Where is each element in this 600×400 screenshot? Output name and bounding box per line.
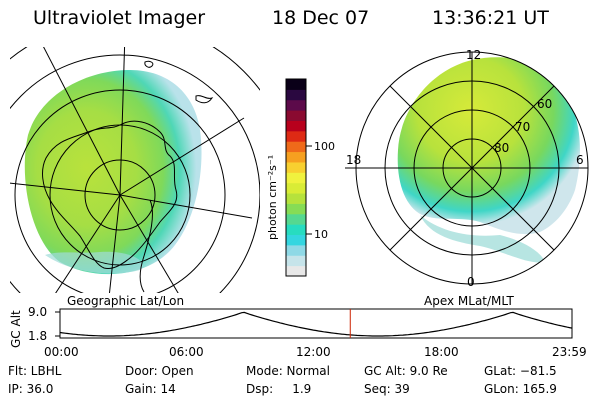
- info-gain: Gain: 14: [125, 382, 176, 396]
- altitude-plot: [55, 308, 573, 339]
- info-glon: GLon: 165.9: [484, 382, 557, 396]
- colorbar-band: [286, 120, 306, 132]
- colorbar-band: [286, 99, 306, 111]
- colorbar-band: [286, 255, 306, 267]
- colorbar-tick-10: 10: [314, 228, 328, 241]
- mlt-label-18: 18: [346, 153, 361, 167]
- apex-map: [345, 51, 589, 285]
- mlat-label-60: 60: [537, 97, 552, 111]
- altitude-curve: [59, 311, 573, 337]
- mlt-label-0: 0: [467, 275, 475, 289]
- aurora-emission-left: [24, 70, 202, 275]
- colorbar-band: [286, 161, 306, 173]
- aurora-emission-right: [397, 57, 580, 235]
- colorbar-band: [286, 203, 306, 215]
- info-door: Door: Open: [125, 364, 194, 378]
- alt-ylabel: GC Alt: [9, 310, 23, 348]
- alt-xtick-1200: 12:00: [296, 345, 331, 359]
- info-flt: Flt: LBHL: [8, 364, 62, 378]
- colorbar: [286, 79, 306, 277]
- colorbar-band: [286, 89, 306, 101]
- alt-xtick-1800: 18:00: [424, 345, 459, 359]
- info-mode: Mode: Normal: [246, 364, 330, 378]
- mlt-label-12: 12: [466, 48, 481, 62]
- alt-ytick-9: 9.0: [28, 305, 47, 319]
- left-panel-label: Geographic Lat/Lon: [67, 294, 184, 308]
- colorbar-band: [286, 182, 306, 194]
- colorbar-band: [286, 151, 306, 163]
- mlat-label-70: 70: [515, 120, 530, 134]
- colorbar-band: [286, 213, 306, 225]
- colorbar-band: [286, 234, 306, 246]
- alt-ytick-1.8: 1.8: [28, 329, 47, 343]
- colorbar-band: [286, 79, 306, 90]
- colorbar-tick-100: 100: [314, 140, 335, 153]
- colorbar-unit-label: photon cm⁻²s⁻¹: [266, 155, 279, 240]
- alt-xtick-0000: 00:00: [44, 345, 79, 359]
- colorbar-band: [286, 224, 306, 236]
- colorbar-band: [286, 265, 306, 277]
- colorbar-band: [286, 244, 306, 256]
- colorbar-band: [286, 141, 306, 153]
- info-glat: GLat: −81.5: [484, 364, 557, 378]
- info-ip: IP: 36.0: [8, 382, 54, 396]
- date-label: 18 Dec 07: [272, 7, 370, 29]
- colorbar-band: [286, 172, 306, 184]
- mlt-label-6: 6: [576, 153, 584, 167]
- info-dsp: Dsp: 1.9: [246, 382, 312, 396]
- colorbar-band: [286, 193, 306, 204]
- alt-xtick-2359: 23:59: [552, 345, 587, 359]
- colorbar-band: [286, 110, 306, 121]
- mlat-label-80: 80: [494, 141, 509, 155]
- colorbar-ticks: [306, 145, 312, 235]
- instrument-title: Ultraviolet Imager: [33, 7, 206, 29]
- right-panel-label: Apex MLat/MLT: [424, 294, 514, 308]
- geographic-map: [10, 47, 260, 293]
- colorbar-band: [286, 130, 306, 142]
- time-label: 13:36:21 UT: [432, 7, 549, 29]
- info-seq: Seq: 39: [364, 382, 410, 396]
- alt-xtick-0600: 06:00: [169, 345, 204, 359]
- info-gcalt: GC Alt: 9.0 Re: [364, 364, 448, 378]
